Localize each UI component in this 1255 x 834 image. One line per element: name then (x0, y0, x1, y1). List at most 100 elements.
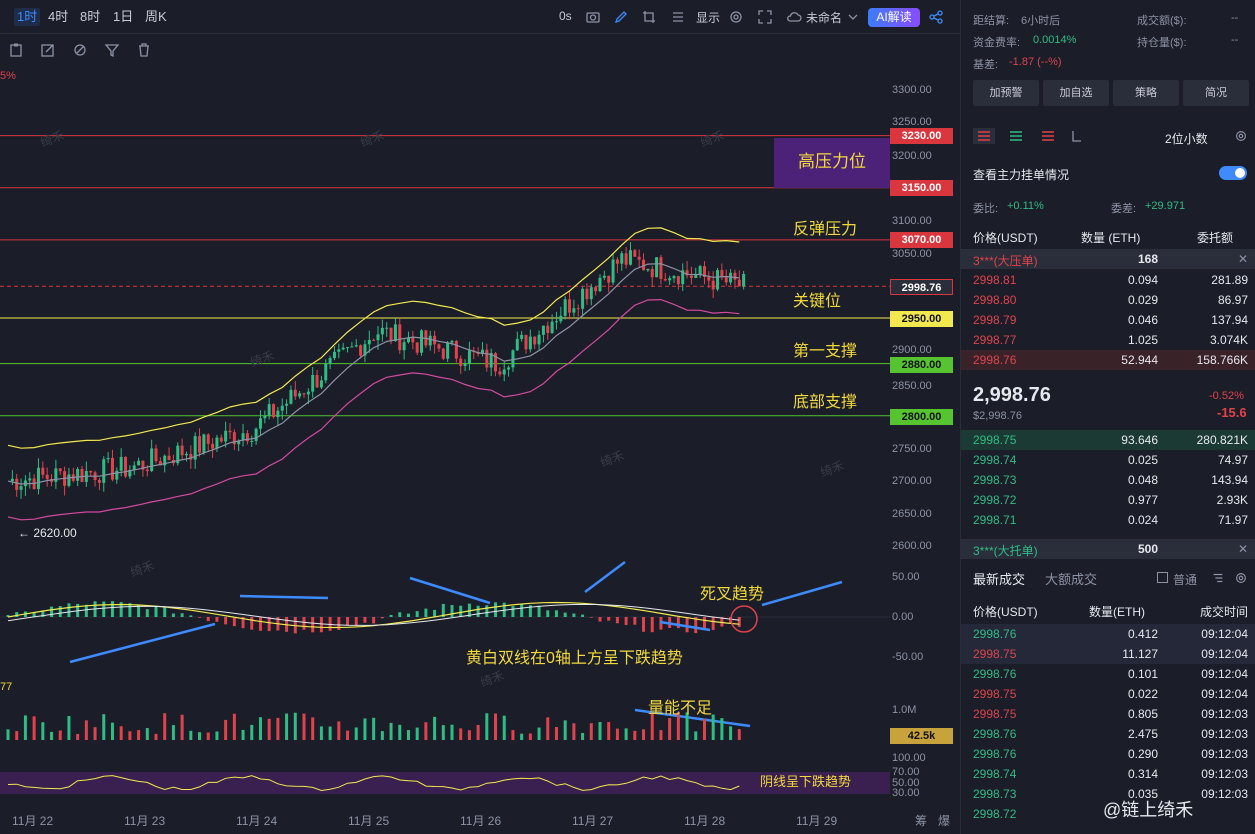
trade-col-qty[interactable]: 数量(ETH) (1089, 605, 1145, 619)
bid-row[interactable]: 2998.75 93.646 280.821K (961, 430, 1255, 450)
price-chart[interactable] (0, 66, 890, 808)
settings-icon[interactable] (1234, 571, 1248, 585)
candle-body (36, 467, 40, 490)
trade-row[interactable]: 2998.72 (961, 804, 1255, 824)
cloud-icon[interactable] (786, 9, 802, 25)
trade-row[interactable]: 2998.75 0.022 09:12:04 (961, 684, 1255, 704)
trade-row[interactable]: 2998.75 0.805 09:12:03 (961, 704, 1255, 724)
tab-latest-trades[interactable]: 最新成交 (973, 572, 1026, 587)
whale-orders-toggle[interactable] (1219, 166, 1247, 180)
layout-name[interactable]: 未命名 (806, 11, 843, 25)
volume-bar (163, 713, 167, 740)
volume-bar (659, 730, 663, 740)
trade-row[interactable]: 2998.76 0.412 09:12:04 (961, 624, 1255, 644)
volume-bar (450, 724, 454, 740)
trade-row[interactable]: 2998.75 11.127 09:12:04 (961, 644, 1255, 664)
macd-bar (607, 617, 611, 621)
trade-row[interactable]: 2998.76 0.101 09:12:04 (961, 664, 1255, 684)
date-label: 11月 26 (460, 814, 502, 828)
share-icon[interactable] (928, 9, 944, 25)
filter-icon[interactable] (104, 42, 120, 58)
add-alert-button[interactable]: 加预警 (973, 80, 1039, 106)
macd-bar (232, 617, 236, 627)
candle-body (480, 349, 484, 355)
date-label: 11月 25 (348, 814, 390, 828)
close-icon[interactable]: ✕ (1237, 542, 1248, 556)
ask-row[interactable]: 2998.79 0.046 137.94 (961, 310, 1255, 330)
macd-bar (58, 606, 62, 617)
candle-body (729, 272, 733, 283)
brush-icon[interactable] (72, 42, 88, 58)
bid-row[interactable]: 2998.73 0.048 143.94 (961, 470, 1255, 490)
orderbook-view-icons[interactable] (973, 128, 1083, 144)
tab-big-trades[interactable]: 大额成交 (1045, 572, 1098, 587)
tf-8h[interactable]: 8时 (80, 9, 101, 24)
settings-icon[interactable] (728, 9, 744, 25)
add-watchlist-button[interactable]: 加自选 (1043, 80, 1109, 106)
big-bid-row[interactable]: 3***(大托单) 500 ✕ (961, 539, 1255, 559)
trade-row[interactable]: 2998.76 0.290 09:12:03 (961, 744, 1255, 764)
bid-qty: 0.024 (1127, 513, 1158, 527)
overview-button[interactable]: 简况 (1183, 80, 1249, 106)
macd-tick: 50.00 (892, 571, 920, 583)
volume-bar (502, 715, 506, 740)
tf-weekly[interactable]: 周K (145, 9, 167, 24)
candle-body (76, 468, 80, 481)
volume-bar (554, 727, 558, 740)
bid-row[interactable]: 2998.72 0.977 2.93K (961, 490, 1255, 510)
tf-1d[interactable]: 1日 (113, 9, 134, 24)
settings-icon[interactable] (1234, 129, 1248, 143)
edit-icon[interactable] (40, 42, 56, 58)
display-button[interactable]: 显示 (696, 11, 721, 25)
normal-checkbox[interactable] (1157, 572, 1168, 583)
ask-row[interactable]: 2998.80 0.029 86.97 (961, 290, 1255, 310)
trade-value: 09:12:03 (1201, 787, 1248, 801)
bid-row[interactable]: 2998.71 0.024 71.97 (961, 510, 1255, 530)
rsi-tick: 100.00 (892, 752, 926, 764)
change-pct: -0.52% (1209, 390, 1244, 402)
col-qty[interactable]: 数量 (ETH) (1081, 231, 1141, 245)
candle-body (158, 461, 162, 466)
candle-body (163, 455, 167, 466)
volume-bar (311, 717, 315, 740)
chart-area[interactable]: 1时 4时 8时 1日 周K 0s 显示 未命名 AI解读 5% 3300.00… (0, 0, 960, 834)
candle-body (624, 253, 628, 265)
volume-bar (154, 733, 158, 740)
chevron-down-icon[interactable] (845, 9, 861, 25)
trash-icon[interactable] (136, 42, 152, 58)
ask-row[interactable]: 2998.76 52.944 158.766K (961, 350, 1255, 370)
decimals-select[interactable]: 2位小数 (1165, 132, 1208, 146)
macd-bar (198, 617, 202, 618)
pen-icon[interactable] (613, 9, 629, 25)
clipboard-icon[interactable] (8, 42, 24, 58)
fullscreen-icon[interactable] (757, 9, 773, 25)
candle-body (685, 270, 689, 276)
ask-row[interactable]: 2998.77 1.025 3.074K (961, 330, 1255, 350)
filter-icon[interactable] (1211, 571, 1225, 585)
big-ask-row[interactable]: 3***(大压单) 168 ✕ (961, 249, 1255, 269)
tf-4h[interactable]: 4时 (48, 9, 69, 24)
trade-row[interactable]: 2998.76 2.475 09:12:03 (961, 724, 1255, 744)
volume-bar (346, 730, 350, 740)
candle-body (193, 436, 197, 460)
trade-qty: 0.290 (1127, 747, 1158, 761)
price-tick: 3050.00 (892, 248, 932, 260)
trade-row[interactable]: 2998.74 0.314 09:12:03 (961, 764, 1255, 784)
candle-body (672, 276, 676, 279)
tf-1h[interactable]: 1时 (14, 8, 41, 26)
candle-body (58, 468, 62, 472)
camera-icon[interactable] (585, 9, 601, 25)
col-total[interactable]: 委托额 (1197, 231, 1234, 245)
liquidation-button[interactable]: 爆 (938, 814, 951, 828)
trade-row[interactable]: 2998.73 0.035 09:12:03 (961, 784, 1255, 804)
strategy-button[interactable]: 策略 (1113, 80, 1179, 106)
ai-analysis-button[interactable]: AI解读 (868, 8, 920, 27)
candle-body (241, 433, 245, 441)
close-icon[interactable]: ✕ (1237, 252, 1248, 266)
crop-icon[interactable] (641, 9, 657, 25)
bid-row[interactable]: 2998.74 0.025 74.97 (961, 450, 1255, 470)
list-icon[interactable] (670, 9, 686, 25)
ask-row[interactable]: 2998.81 0.094 281.89 (961, 270, 1255, 290)
whale-orders-link[interactable]: 查看主力挂单情况 (973, 168, 1070, 182)
chips-button[interactable]: 筹 (915, 814, 928, 828)
